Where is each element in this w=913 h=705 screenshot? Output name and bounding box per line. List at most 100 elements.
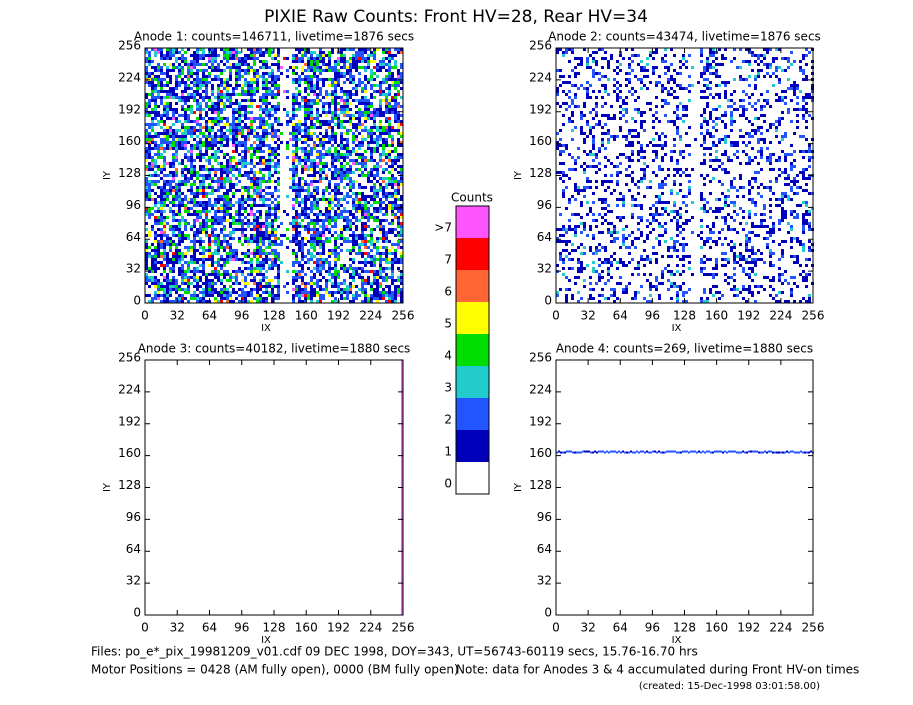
texture-cell: [382, 93, 385, 96]
texture-cell: [319, 150, 322, 153]
colorbar-label: 2: [444, 413, 452, 427]
texture-cell: [250, 48, 253, 51]
texture-cell: [229, 165, 232, 168]
texture-cell: [205, 258, 208, 261]
texture-cell: [319, 225, 322, 228]
texture-cell: [355, 237, 358, 240]
texture-cell: [256, 225, 259, 228]
texture-cell: [328, 141, 331, 144]
texture-cell: [157, 279, 160, 282]
texture-cell: [226, 177, 229, 180]
texture-cell: [223, 291, 226, 294]
texture-cell: [220, 180, 223, 183]
texture-cell: [265, 252, 268, 255]
texture-cell: [199, 222, 202, 225]
texture-cell: [385, 63, 388, 66]
texture-cell: [307, 228, 310, 231]
texture-cell: [253, 267, 256, 270]
texture-cell: [382, 141, 385, 144]
texture-cell: [328, 240, 331, 243]
texture-cell: [211, 189, 214, 192]
texture-cell: [253, 153, 256, 156]
texture-cell: [331, 135, 334, 138]
texture-cell: [385, 105, 388, 108]
texture-cell: [166, 288, 169, 291]
texture-cell: [304, 99, 307, 102]
texture-cell: [214, 102, 217, 105]
texture-cell: [271, 150, 274, 153]
texture-cell: [385, 198, 388, 201]
texture-cell: [196, 231, 199, 234]
texture-cell: [385, 93, 388, 96]
texture-cell: [298, 234, 301, 237]
texture-cell: [334, 183, 337, 186]
texture-cell: [706, 66, 709, 69]
texture-cell: [325, 120, 328, 123]
texture-cell: [379, 210, 382, 213]
texture-cell: [310, 285, 313, 288]
texture-cell: [331, 294, 334, 297]
texture-cell: [325, 153, 328, 156]
texture-cell: [370, 237, 373, 240]
texture-cell: [214, 135, 217, 138]
texture-cell: [352, 213, 355, 216]
texture-cell: [169, 171, 172, 174]
texture-cell: [154, 249, 157, 252]
colorbar-swatch: [456, 238, 489, 270]
texture-cell: [277, 255, 280, 258]
texture-cell: [364, 60, 367, 63]
texture-cell: [196, 108, 199, 111]
texture-cell: [160, 252, 163, 255]
texture-cell: [151, 225, 154, 228]
texture-cell: [400, 63, 403, 66]
texture-cell: [166, 111, 169, 114]
texture-cell: [313, 276, 316, 279]
texture-cell: [160, 237, 163, 240]
texture-cell: [373, 96, 376, 99]
texture-cell: [163, 258, 166, 261]
texture-cell: [247, 72, 250, 75]
texture-cell: [778, 48, 781, 51]
texture-cell: [388, 288, 391, 291]
texture-cell: [391, 159, 394, 162]
texture-cell: [223, 51, 226, 54]
texture-cell: [247, 132, 250, 135]
texture-cell: [244, 189, 247, 192]
texture-cell: [172, 189, 175, 192]
texture-cell: [340, 237, 343, 240]
texture-cell: [196, 201, 199, 204]
texture-cell: [151, 93, 154, 96]
texture-cell: [766, 66, 769, 69]
texture-cell: [322, 57, 325, 60]
texture-cell: [382, 288, 385, 291]
texture-cell: [340, 108, 343, 111]
texture-cell: [193, 129, 196, 132]
texture-cell: [712, 48, 715, 51]
texture-cell: [166, 204, 169, 207]
texture-cell: [643, 69, 646, 72]
texture-cell: [235, 126, 238, 129]
texture-cell: [313, 60, 316, 63]
texture-cell: [175, 213, 178, 216]
texture-cell: [223, 132, 226, 135]
texture-cell: [151, 198, 154, 201]
texture-cell: [223, 261, 226, 264]
texture-cell: [232, 270, 235, 273]
texture-cell: [235, 141, 238, 144]
texture-cell: [157, 222, 160, 225]
texture-cell: [175, 84, 178, 87]
texture-cell: [160, 66, 163, 69]
texture-cell: [271, 105, 274, 108]
texture-cell: [145, 108, 148, 111]
texture-cell: [226, 117, 229, 120]
texture-cell: [193, 171, 196, 174]
texture-cell: [307, 63, 310, 66]
texture-cell: [307, 207, 310, 210]
texture-cell: [286, 270, 289, 273]
texture-cell: [217, 240, 220, 243]
texture-cell: [313, 84, 316, 87]
texture-cell: [394, 177, 397, 180]
texture-cell: [322, 153, 325, 156]
texture-cell: [610, 57, 613, 60]
texture-cell: [316, 156, 319, 159]
